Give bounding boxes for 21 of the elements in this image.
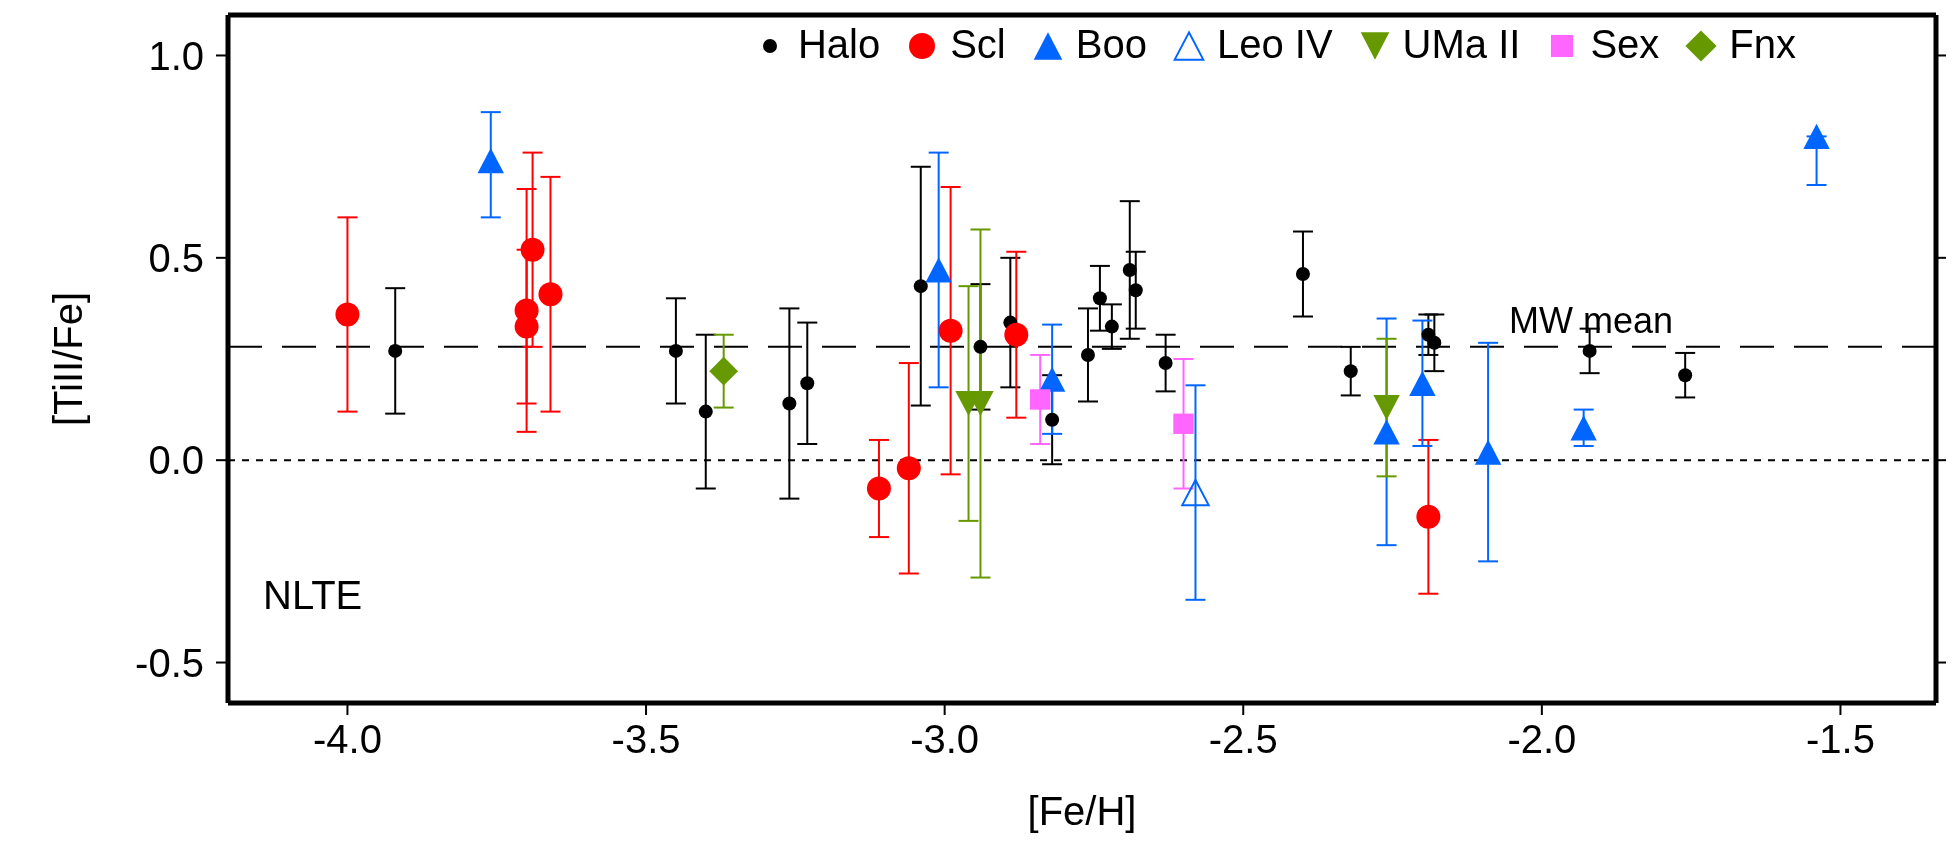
x-tick-label: -3.5 [611,717,681,762]
y-tick-label: -0.5 [135,640,204,685]
legend-label: Boo [1075,22,1147,67]
annotation: NLTE [263,573,363,618]
x-tick-label: -3.0 [910,717,980,762]
x-tick-label: -4.0 [312,717,382,762]
legend-label: Sex [1590,22,1660,67]
legend-label: Leo IV [1216,22,1333,67]
ref-line-label: MW mean [1509,299,1674,341]
legend-label: Scl [950,22,1006,67]
y-tick-label: 0.0 [148,438,204,483]
y-tick-label: 1.0 [148,33,204,78]
legend-label: Fnx [1729,22,1796,67]
x-tick-label: -2.5 [1208,717,1278,762]
legend-label: Halo [797,22,881,67]
legend-label: UMa II [1402,22,1521,67]
x-tick-label: -2.0 [1507,717,1577,762]
y-axis-title: [TiII/Fe] [46,291,91,427]
x-axis-title: [Fe/H] [1027,789,1137,833]
y-tick-label: 0.5 [148,236,204,281]
x-tick-label: -1.5 [1805,717,1875,762]
